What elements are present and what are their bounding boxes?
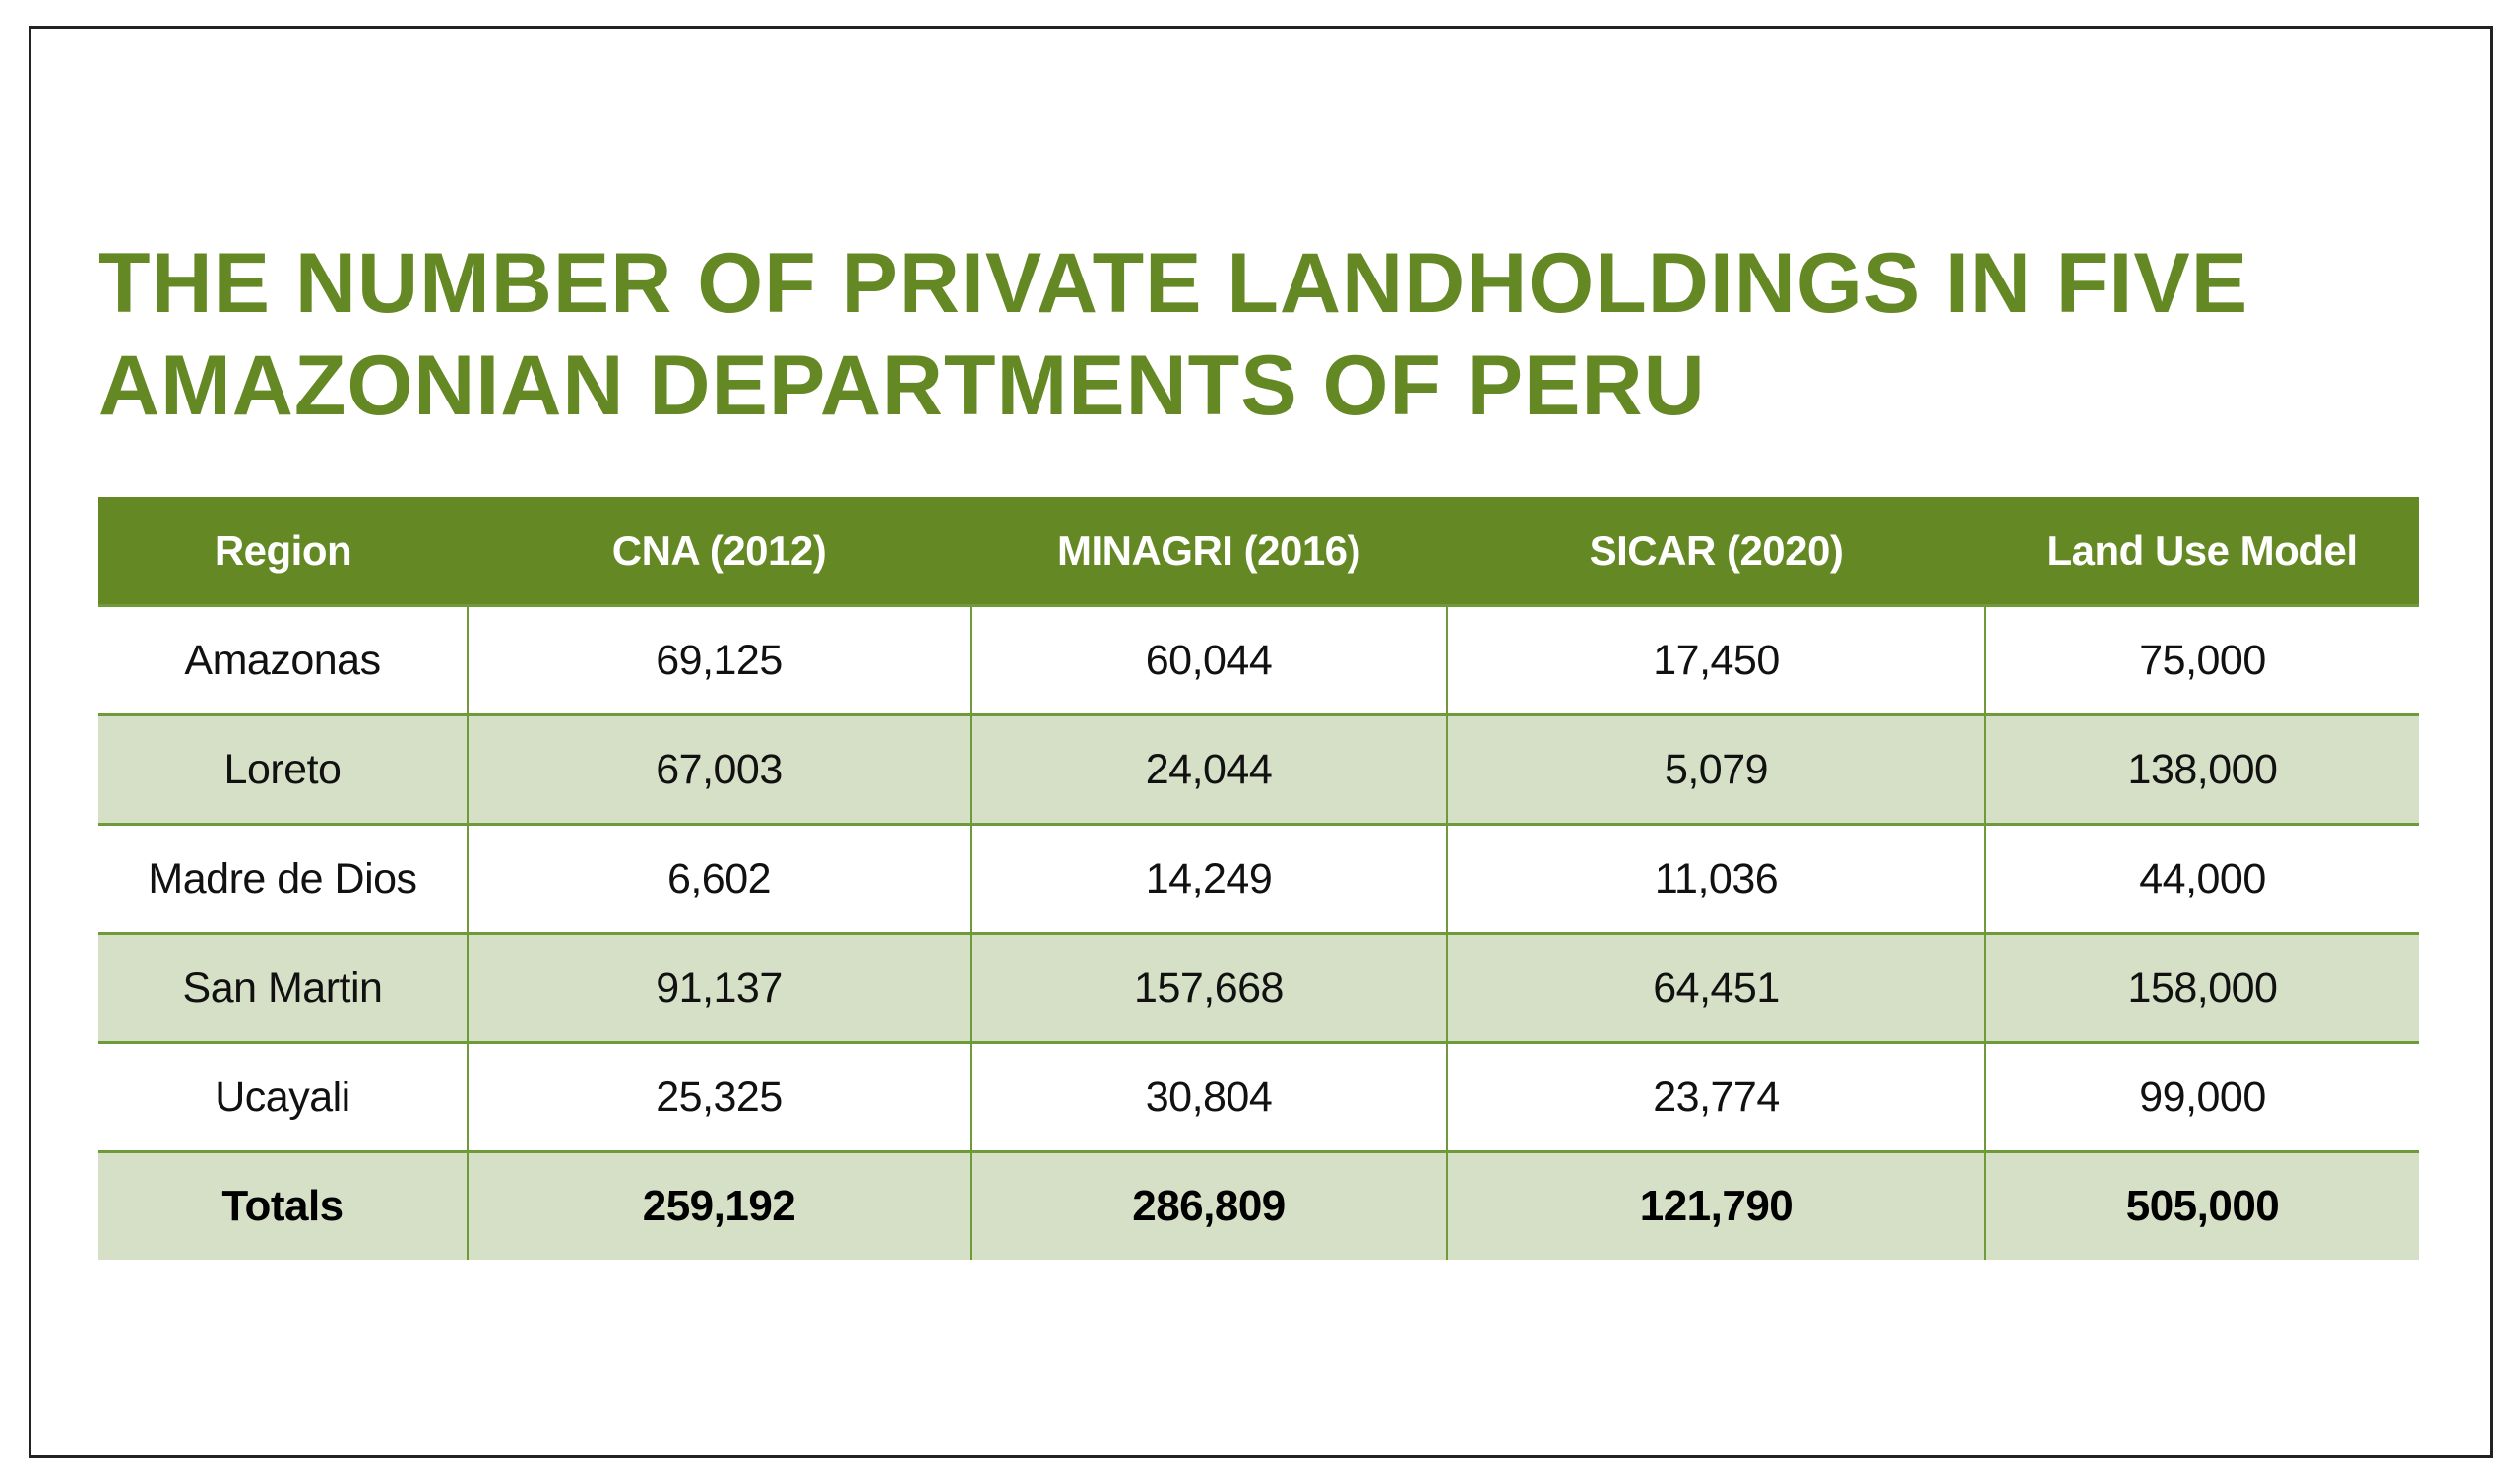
- table-row: San Martin 91,137 157,668 64,451 158,000: [98, 932, 2419, 1043]
- cell-cna: 25,325: [467, 1041, 971, 1152]
- cell-cna: 69,125: [467, 604, 971, 715]
- cell-region: Madre de Dios: [98, 823, 468, 934]
- cell-minagri: 60,044: [970, 604, 1447, 715]
- cell-land-use: 44,000: [1984, 823, 2419, 934]
- totals-label: Totals: [98, 1150, 468, 1260]
- total-minagri: 286,809: [970, 1150, 1447, 1260]
- cell-minagri: 157,668: [970, 932, 1447, 1043]
- total-land-use: 505,000: [1984, 1150, 2419, 1260]
- cell-cna: 67,003: [467, 713, 971, 825]
- cell-cna: 6,602: [467, 823, 971, 934]
- table-row: Ucayali 25,325 30,804 23,774 99,000: [98, 1041, 2419, 1152]
- cell-region: Ucayali: [98, 1041, 468, 1152]
- cell-sicar: 23,774: [1446, 1041, 1985, 1152]
- cell-sicar: 64,451: [1446, 932, 1985, 1043]
- header-land-use-model: Land Use Model: [1985, 497, 2419, 606]
- header-cna-2012: CNA (2012): [468, 497, 971, 606]
- title-line-2: AMAZONIAN DEPARTMENTS OF PERU: [98, 339, 1706, 433]
- cell-land-use: 138,000: [1984, 713, 2419, 825]
- cell-sicar: 5,079: [1446, 713, 1985, 825]
- cell-sicar: 17,450: [1446, 604, 1985, 715]
- cell-minagri: 24,044: [970, 713, 1447, 825]
- cell-land-use: 99,000: [1984, 1041, 2419, 1152]
- header-sicar-2020: SICAR (2020): [1447, 497, 1985, 606]
- table-row: Madre de Dios 6,602 14,249 11,036 44,000: [98, 823, 2419, 934]
- cell-minagri: 14,249: [970, 823, 1447, 934]
- cell-land-use: 75,000: [1984, 604, 2419, 715]
- total-cna: 259,192: [467, 1150, 971, 1260]
- table-row: Loreto 67,003 24,044 5,079 138,000: [98, 713, 2419, 825]
- total-sicar: 121,790: [1446, 1150, 1985, 1260]
- cell-minagri: 30,804: [970, 1041, 1447, 1152]
- cell-region: Amazonas: [98, 604, 468, 715]
- cell-sicar: 11,036: [1446, 823, 1985, 934]
- landholdings-table: Region CNA (2012) MINAGRI (2016) SICAR (…: [98, 497, 2419, 1260]
- header-region: Region: [98, 497, 468, 606]
- table-row: Amazonas 69,125 60,044 17,450 75,000: [98, 604, 2419, 715]
- cell-land-use: 158,000: [1984, 932, 2419, 1043]
- page-title: THE NUMBER OF PRIVATE LANDHOLDINGS IN FI…: [98, 232, 2362, 437]
- header-minagri-2016: MINAGRI (2016): [971, 497, 1447, 606]
- cell-region: San Martin: [98, 932, 468, 1043]
- totals-row: Totals 259,192 286,809 121,790 505,000: [98, 1150, 2419, 1260]
- cell-region: Loreto: [98, 713, 468, 825]
- cell-cna: 91,137: [467, 932, 971, 1043]
- title-line-1: THE NUMBER OF PRIVATE LANDHOLDINGS IN FI…: [98, 236, 2249, 331]
- table-header-row: Region CNA (2012) MINAGRI (2016) SICAR (…: [98, 497, 2419, 606]
